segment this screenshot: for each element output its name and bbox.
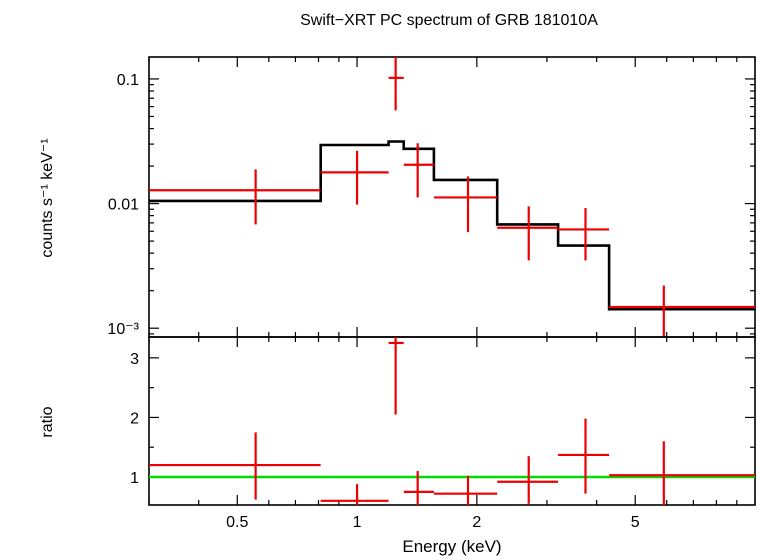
y-axis-label-bottom: ratio <box>39 406 56 437</box>
data-point <box>558 208 610 261</box>
data-point <box>558 418 610 494</box>
data-point <box>403 471 434 505</box>
y-tick-label: 10⁻³ <box>107 321 139 338</box>
data-point <box>609 285 755 337</box>
chart-title: Swift−XRT PC spectrum of GRB 181010A <box>300 12 598 29</box>
y-tick-label: 3 <box>130 351 139 368</box>
model-line <box>149 140 755 311</box>
x-tick-label: 5 <box>631 514 640 531</box>
y-tick-label: 0.01 <box>108 197 139 214</box>
bottom-panel: 1 2 3 <box>130 336 756 506</box>
data-point <box>388 57 404 111</box>
y-axis-label-top: counts s⁻¹ keV⁻¹ <box>39 138 56 257</box>
data-point <box>403 143 434 198</box>
data-point <box>149 169 321 225</box>
data-point <box>320 150 389 205</box>
data-point <box>433 475 498 505</box>
data-point <box>433 176 498 233</box>
plot-frame <box>148 336 756 506</box>
x-axis-label: Energy (keV) <box>402 537 501 556</box>
data-point <box>497 206 559 261</box>
data-point <box>388 337 404 415</box>
x-tick-label: 2 <box>472 514 481 531</box>
data-point <box>497 456 559 504</box>
x-tick-label: 0.5 <box>226 514 248 531</box>
y-tick-label: 0.1 <box>117 72 139 89</box>
top-panel: 0.1 0.01 10⁻³ <box>107 56 756 338</box>
y-tick-label: 2 <box>130 410 139 427</box>
data-point <box>149 432 321 500</box>
y-tick-label: 1 <box>130 470 139 487</box>
data-point <box>609 441 755 505</box>
x-tick-labels: 0.5 1 2 5 <box>226 514 640 531</box>
x-tick-label: 1 <box>353 514 362 531</box>
data-point <box>320 484 389 505</box>
